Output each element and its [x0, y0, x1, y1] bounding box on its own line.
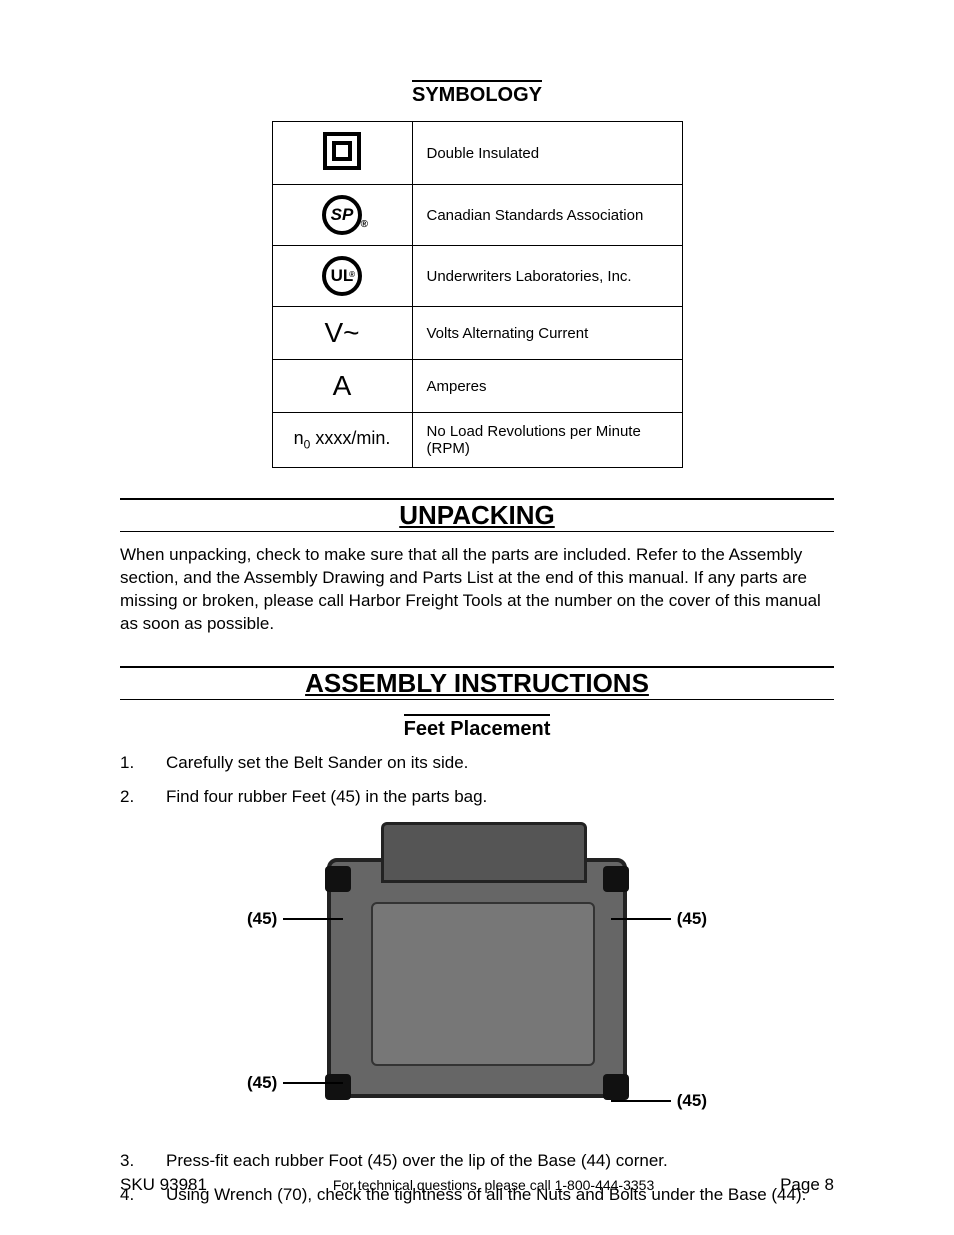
symbol-desc: Volts Alternating Current [412, 307, 682, 360]
foot-icon [603, 866, 629, 892]
step-text: Carefully set the Belt Sander on its sid… [166, 751, 834, 775]
footer-page-number: Page 8 [780, 1175, 834, 1195]
leader-line-icon [611, 1100, 671, 1102]
list-item: Press-fit each rubber Foot (45) over the… [120, 1149, 834, 1173]
feet-placement-heading: Feet Placement [404, 714, 551, 741]
callout-label: (45) [247, 909, 277, 929]
symbol-desc: Canadian Standards Association [412, 185, 682, 246]
leader-line-icon [283, 1082, 343, 1084]
feet-placement-figure: (45) (45) (45) (45) [247, 823, 707, 1133]
device-illustration [327, 858, 627, 1098]
table-row: n0 xxxx/min. No Load Revolutions per Min… [272, 413, 682, 468]
list-item: Find four rubber Feet (45) in the parts … [120, 785, 834, 809]
foot-icon [325, 866, 351, 892]
double-insulated-icon [323, 132, 361, 170]
unpacking-body: When unpacking, check to make sure that … [120, 544, 834, 636]
symbology-table: Double Insulated SP Canadian Standards A… [272, 121, 683, 468]
leader-line-icon [611, 918, 671, 920]
symbol-desc: No Load Revolutions per Minute (RPM) [412, 413, 682, 468]
assembly-heading: ASSEMBLY INSTRUCTIONS [120, 668, 834, 699]
symbol-desc: Double Insulated [412, 122, 682, 185]
leader-line-icon [283, 918, 343, 920]
table-row: UL Underwriters Laboratories, Inc. [272, 246, 682, 307]
list-item: Carefully set the Belt Sander on its sid… [120, 751, 834, 775]
callout-bottom-left: (45) [247, 1073, 343, 1093]
table-row: Double Insulated [272, 122, 682, 185]
symbology-heading: SYMBOLOGY [412, 80, 542, 107]
footer-sku: SKU 93981 [120, 1175, 207, 1195]
callout-label: (45) [677, 909, 707, 929]
callout-label: (45) [677, 1091, 707, 1111]
symbol-desc: Underwriters Laboratories, Inc. [412, 246, 682, 307]
symbol-desc: Amperes [412, 360, 682, 413]
rpm-icon: n0 xxxx/min. [294, 428, 391, 448]
table-row: A Amperes [272, 360, 682, 413]
page-footer: SKU 93981 For technical questions, pleas… [120, 1175, 834, 1195]
unpacking-heading: UNPACKING [120, 500, 834, 531]
ul-icon: UL [322, 256, 362, 296]
csa-icon: SP [322, 195, 362, 235]
footer-support-phone: For technical questions, please call 1-8… [333, 1177, 654, 1193]
vac-icon: V~ [324, 317, 359, 348]
callout-top-right: (45) [611, 909, 707, 929]
callout-label: (45) [247, 1073, 277, 1093]
table-row: SP Canadian Standards Association [272, 185, 682, 246]
step-text: Press-fit each rubber Foot (45) over the… [166, 1149, 834, 1173]
steps-list: Carefully set the Belt Sander on its sid… [120, 751, 834, 809]
table-row: V~ Volts Alternating Current [272, 307, 682, 360]
callout-top-left: (45) [247, 909, 343, 929]
step-text: Find four rubber Feet (45) in the parts … [166, 785, 834, 809]
amperes-icon: A [333, 370, 352, 401]
callout-bottom-right: (45) [611, 1091, 707, 1111]
